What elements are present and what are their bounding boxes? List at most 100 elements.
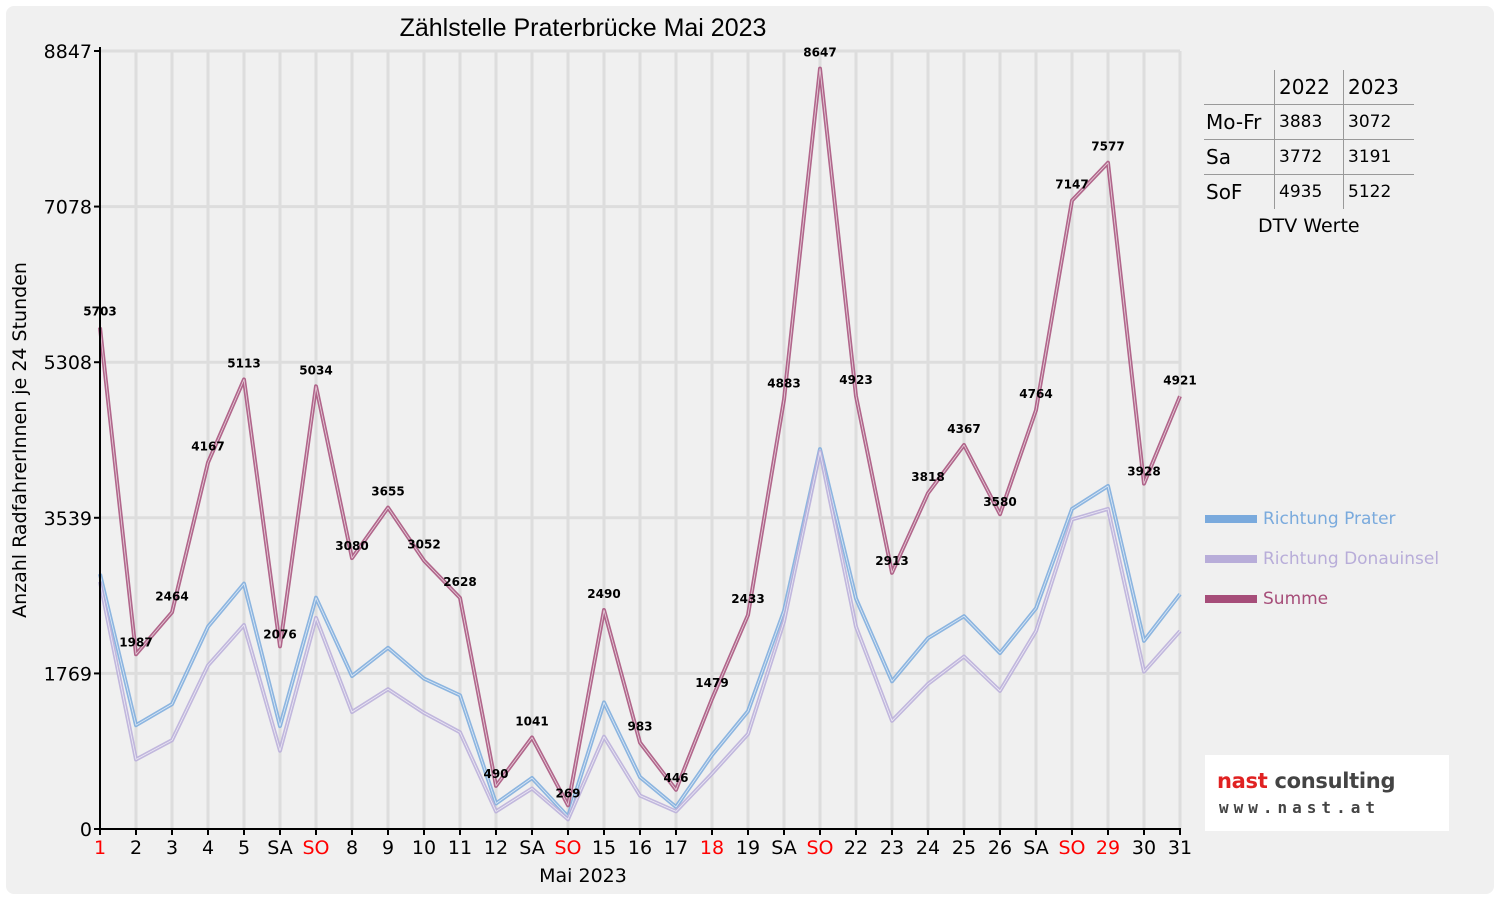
- data-label: 3928: [1127, 465, 1160, 479]
- legend-swatch-summe: [1205, 595, 1257, 603]
- dtv-value-2023: 3191: [1343, 139, 1414, 175]
- x-tick-label: 17: [664, 837, 688, 859]
- x-tick-label: 22: [844, 837, 868, 859]
- chart-title: Zählstelle Praterbrücke Mai 2023: [400, 14, 767, 42]
- x-tick-label: 11: [448, 837, 472, 859]
- data-label: 2490: [587, 587, 620, 601]
- logo-url: www.nast.at: [1219, 798, 1380, 817]
- x-tick-label: 18: [700, 837, 724, 859]
- data-label: 1041: [515, 714, 548, 728]
- data-label: 2913: [875, 554, 908, 568]
- data-label: 4923: [839, 373, 872, 387]
- logo-name: nast consulting: [1217, 769, 1395, 793]
- data-label: 2433: [731, 592, 764, 606]
- x-tick-label: 31: [1168, 837, 1192, 859]
- x-tick-label: SA: [771, 837, 796, 859]
- dtv-header-2022: 2022: [1274, 70, 1344, 105]
- legend-label-prater: Richtung Prater: [1263, 509, 1396, 529]
- series-line-highlight: [99, 451, 1181, 820]
- y-tick-label: 3539: [44, 508, 92, 530]
- dtv-value-2023: 5122: [1343, 174, 1414, 209]
- x-tick-label: SA: [519, 837, 544, 859]
- data-label: 5034: [299, 363, 332, 377]
- data-label: 3818: [911, 470, 944, 484]
- series-line-highlight: [99, 448, 1181, 818]
- dtv-table: 2022 2023 Mo-Fr 3883 3072 Sa 3772 3191 S…: [1204, 70, 1414, 209]
- data-label: 7577: [1091, 140, 1124, 154]
- y-tick-label: 5308: [44, 352, 92, 374]
- x-axis-label: Mai 2023: [539, 865, 627, 887]
- x-tick-label: SA: [267, 837, 292, 859]
- x-tick-label: 9: [382, 837, 394, 859]
- dtv-row: SoF 4935 5122: [1204, 174, 1414, 209]
- dtv-caption: DTV Werte: [1258, 215, 1360, 237]
- x-tick-label: SO: [554, 837, 581, 859]
- x-tick-label: 16: [628, 837, 652, 859]
- x-tick-label: SO: [806, 837, 833, 859]
- x-tick-label: 25: [952, 837, 976, 859]
- legend-item-prater: Richtung Prater: [1205, 499, 1439, 539]
- data-label: 983: [627, 720, 652, 734]
- x-tick-label: 30: [1132, 837, 1156, 859]
- data-label: 490: [483, 767, 508, 781]
- dtv-value-2022: 3772: [1274, 139, 1344, 175]
- dtv-value-2023: 3072: [1343, 104, 1414, 140]
- legend-swatch-prater: [1205, 515, 1257, 523]
- dtv-value-2022: 4935: [1274, 174, 1344, 209]
- data-label: 3580: [983, 495, 1016, 509]
- series-lines: [98, 66, 1182, 822]
- data-label: 4921: [1163, 373, 1196, 387]
- x-tick-label: SO: [1058, 837, 1085, 859]
- y-tick-label: 0: [80, 819, 92, 841]
- x-tick-label: SO: [302, 837, 329, 859]
- dtv-header-empty: [1204, 70, 1275, 105]
- data-label: 4883: [767, 377, 800, 391]
- x-tick-label: 1: [94, 837, 106, 859]
- x-tick-label: SA: [1023, 837, 1048, 859]
- x-tick-label: 2: [130, 837, 142, 859]
- x-tick-label: 23: [880, 837, 904, 859]
- x-tick-label: 3: [166, 837, 178, 859]
- data-label: 4167: [191, 440, 224, 454]
- data-label: 4764: [1019, 387, 1052, 401]
- data-label: 3655: [371, 485, 404, 499]
- x-tick-label: 24: [916, 837, 940, 859]
- data-label: 4367: [947, 422, 980, 436]
- data-label: 2076: [263, 627, 296, 641]
- company-logo: nast consulting www.nast.at: [1205, 755, 1449, 831]
- data-label: 3052: [407, 538, 440, 552]
- x-tick-label: 4: [202, 837, 214, 859]
- x-tick-label: 10: [412, 837, 436, 859]
- dtv-row-label: Mo-Fr: [1204, 104, 1275, 140]
- x-tick-label: 15: [592, 837, 616, 859]
- dtv-header-row: 2022 2023: [1204, 70, 1414, 105]
- data-label: 269: [555, 786, 580, 800]
- data-label: 7147: [1055, 177, 1088, 191]
- data-label: 1987: [119, 635, 152, 649]
- series-line-highlight: [99, 68, 1181, 806]
- y-tick-label: 8847: [44, 41, 92, 63]
- data-label: 2628: [443, 575, 476, 589]
- dtv-row-label: SoF: [1204, 174, 1275, 209]
- data-label: 8647: [803, 46, 836, 60]
- dtv-header-2023: 2023: [1343, 70, 1414, 105]
- logo-name-part1: nast: [1217, 769, 1268, 793]
- data-label: 446: [663, 771, 688, 785]
- line-chart: Zählstelle Praterbrücke Mai 2023 Anzahl …: [9, 14, 1197, 887]
- x-tick-label: 26: [988, 837, 1012, 859]
- y-tick-label: 1769: [44, 663, 92, 685]
- legend-label-donauinsel: Richtung Donauinsel: [1263, 549, 1440, 569]
- legend-swatch-donauinsel: [1205, 555, 1257, 563]
- chart-frame: Zählstelle Praterbrücke Mai 2023 Anzahl …: [6, 6, 1494, 894]
- y-tick-label: 7078: [44, 197, 92, 219]
- logo-name-part2: consulting: [1267, 769, 1396, 793]
- legend-label-summe: Summe: [1263, 589, 1329, 609]
- x-tick-label: 5: [238, 837, 250, 859]
- x-tick-label: 29: [1096, 837, 1120, 859]
- y-axis-label: Anzahl RadfahrerInnen je 24 Stunden: [9, 262, 31, 618]
- data-label: 2464: [155, 589, 188, 603]
- grid: [100, 49, 1182, 829]
- dtv-value-2022: 3883: [1274, 104, 1344, 140]
- legend: Richtung Prater Richtung Donauinsel Summ…: [1205, 499, 1439, 619]
